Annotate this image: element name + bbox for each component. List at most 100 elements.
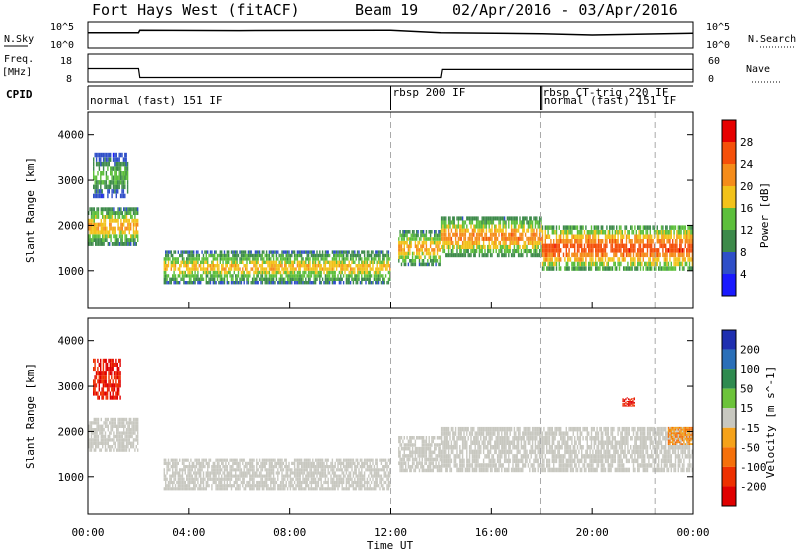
echo-cell: [307, 277, 310, 281]
cpid-label: CPID: [6, 88, 33, 101]
echo-cell: [502, 240, 504, 245]
echo-cell: [89, 226, 91, 231]
echo-cell: [582, 266, 584, 271]
echo-cell: [197, 257, 199, 261]
echo-cell: [649, 234, 651, 239]
echo-cell: [691, 248, 693, 253]
echo-cell: [173, 480, 175, 485]
echo-cell: [496, 236, 499, 241]
echo-cell: [434, 255, 436, 259]
echo-cell: [167, 480, 170, 485]
echo-cell: [298, 253, 300, 258]
echo-cell: [377, 484, 380, 488]
echo-cell: [296, 257, 299, 261]
echo-cell: [683, 230, 685, 235]
echo-cell: [560, 248, 562, 253]
echo-cell: [117, 184, 119, 190]
echo-cell: [295, 281, 297, 285]
echo-cell: [176, 471, 178, 475]
echo-cell: [254, 257, 257, 261]
echo-cell: [285, 458, 287, 462]
echo-cell: [506, 249, 509, 254]
echo-cell: [368, 250, 370, 254]
echo-cell: [279, 264, 282, 268]
echo-cell: [260, 465, 262, 469]
echo-cell: [125, 207, 128, 212]
echo-cell: [260, 484, 262, 488]
echo-cell: [440, 244, 443, 249]
echo-cell: [314, 477, 317, 481]
echo-cell: [380, 267, 383, 271]
echo-cell: [341, 471, 343, 475]
echo-cell: [173, 257, 175, 261]
echo-cell: [130, 428, 132, 432]
echo-cell: [197, 277, 199, 281]
echo-cell: [102, 431, 104, 435]
echo-cell: [278, 484, 280, 488]
echo-cell: [109, 391, 112, 396]
echo-cell: [307, 487, 310, 491]
echo-cell: [422, 251, 425, 256]
echo-cell: [382, 274, 384, 278]
echo-cell: [582, 252, 584, 258]
echo-cell: [473, 249, 475, 254]
echo-cell: [261, 264, 264, 268]
echo-cell: [327, 477, 329, 481]
echo-cell: [288, 260, 290, 264]
echo-cell: [345, 267, 348, 271]
echo-cell: [429, 244, 432, 249]
echo-cell: [477, 216, 479, 221]
echo-cell: [102, 171, 105, 176]
echo-cell: [223, 274, 226, 278]
echo-cell: [546, 234, 548, 239]
echo-cell: [119, 171, 122, 176]
echo-cell: [436, 248, 439, 252]
echo-cell: [492, 216, 495, 221]
echo-cell: [176, 257, 178, 261]
echo-cell: [359, 264, 362, 268]
echo-cell: [680, 252, 682, 258]
echo-cell: [169, 281, 171, 285]
echo-cell: [275, 274, 278, 278]
echo-cell: [222, 277, 224, 281]
echo-cell: [380, 468, 383, 472]
echo-cell: [205, 461, 207, 465]
echo-cell: [117, 238, 119, 242]
echo-cell: [558, 266, 560, 271]
echo-cell: [261, 484, 264, 488]
echo-cell: [638, 261, 640, 267]
echo-cell: [134, 421, 136, 425]
echo-cell: [628, 266, 630, 271]
echo-cell: [335, 267, 338, 271]
echo-cell: [267, 253, 269, 258]
echo-cell: [421, 248, 423, 252]
echo-cell: [413, 251, 415, 256]
echo-cell: [204, 477, 206, 481]
echo-cell: [103, 218, 105, 223]
echo-cell: [300, 281, 303, 285]
echo-cell: [460, 224, 462, 229]
echo-cell: [282, 253, 285, 258]
echo-cell: [606, 225, 608, 230]
power-colorbar-tick: 4: [740, 268, 747, 281]
echo-cell: [352, 267, 355, 271]
echo-cell: [321, 250, 324, 254]
echo-cell: [251, 465, 254, 469]
echo-cell: [526, 249, 528, 254]
echo-cell: [281, 480, 283, 485]
echo-cell: [454, 232, 457, 237]
echo-cell: [244, 465, 247, 469]
echo-cell: [358, 471, 360, 475]
echo-cell: [358, 461, 360, 465]
echo-cell: [209, 277, 212, 281]
echo-cell: [232, 461, 234, 465]
echo-cell: [422, 230, 425, 234]
echo-cell: [253, 264, 255, 268]
echo-cell: [618, 261, 621, 267]
echo-cell: [126, 189, 129, 194]
echo-cell: [219, 471, 221, 475]
echo-cell: [463, 240, 465, 245]
echo-cell: [300, 461, 303, 465]
echo-cell: [310, 474, 313, 478]
echo-cell: [88, 238, 90, 242]
